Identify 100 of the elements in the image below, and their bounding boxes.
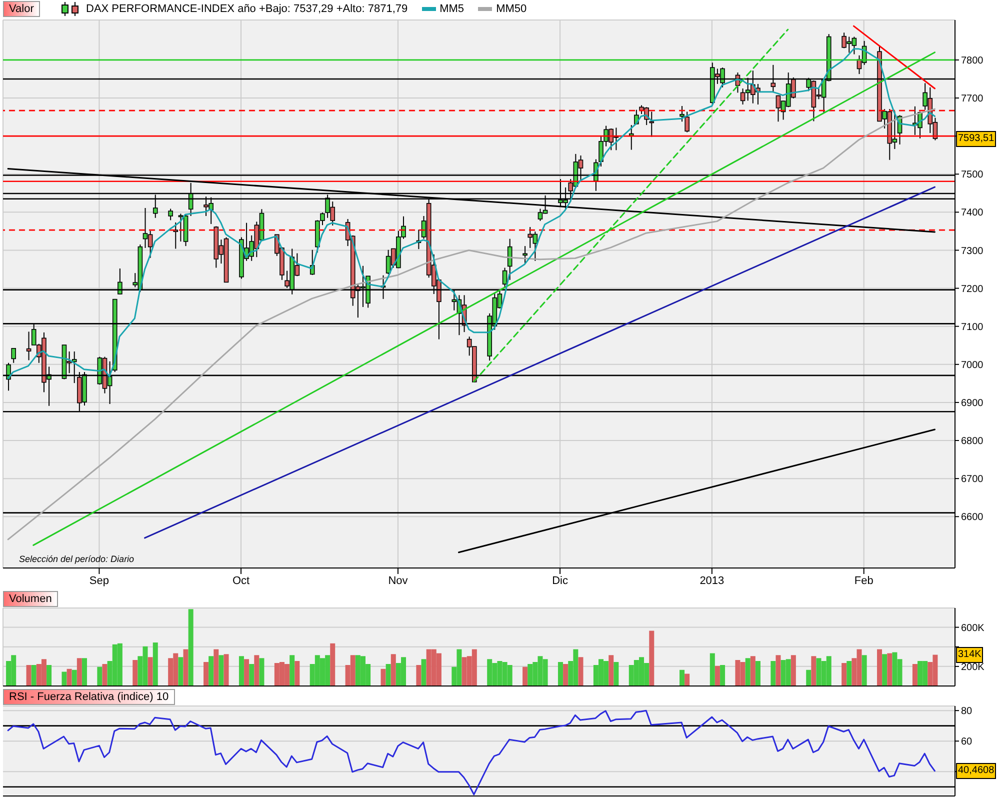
chart-title: Volumen [9, 593, 52, 605]
bar [26, 664, 32, 686]
candlestick [684, 111, 690, 133]
bar [578, 657, 584, 686]
bar [887, 653, 892, 686]
bar [608, 655, 614, 686]
candlestick [507, 238, 512, 280]
legend-label: MM50 [496, 3, 527, 15]
y-tick-label: 7100 [961, 322, 984, 333]
bar [208, 656, 214, 686]
y-tick-label: 7000 [961, 360, 984, 371]
bar [238, 656, 244, 686]
bar [102, 664, 108, 686]
bar [563, 664, 568, 686]
y-tick-label: 7300 [961, 246, 984, 257]
legend-label: DAX PERFORMANCE-INDEX año +Bajo: 7537,29 +Alto: 7871,79 [86, 3, 408, 15]
annotation: 7593,51 [958, 132, 994, 144]
bar [224, 654, 229, 686]
y-tick-label: 80 [961, 706, 973, 718]
bar [386, 664, 391, 686]
y-tick-label: 7200 [961, 284, 984, 295]
bar [649, 630, 654, 686]
candlestick [680, 106, 684, 122]
bar [97, 666, 102, 686]
bar [380, 668, 386, 686]
candlestick [11, 348, 16, 364]
bar [259, 658, 264, 686]
x-tick-label: Feb [854, 574, 874, 587]
candlestick [26, 331, 32, 361]
bar [750, 656, 756, 686]
line-series [7, 710, 936, 796]
y-tick-label: 7400 [961, 208, 984, 219]
y-tick-label: 6700 [961, 474, 984, 486]
bar [178, 657, 184, 686]
y-tick-label: 600K [961, 622, 985, 634]
legend-label: MM5 [440, 3, 464, 15]
bar [558, 662, 563, 686]
y-tick-label: 7700 [961, 94, 984, 105]
y-tick-label: 6800 [961, 436, 984, 448]
bar [214, 649, 219, 686]
bar [82, 658, 87, 686]
bar [390, 654, 396, 686]
bar [218, 655, 224, 686]
bar [755, 661, 760, 686]
bar [254, 655, 260, 686]
bar [684, 674, 690, 686]
bar [846, 661, 852, 686]
bar [183, 649, 188, 686]
bar [244, 659, 250, 686]
y-tick-label: 7500 [961, 170, 984, 181]
candlestick [502, 267, 508, 288]
candlestick [649, 111, 654, 138]
bar [790, 655, 796, 686]
chart-title: Valor [9, 3, 34, 15]
bar [421, 659, 426, 686]
candlestick [168, 208, 173, 221]
x-tick-label: Nov [388, 574, 408, 587]
bar [290, 655, 295, 686]
bar [614, 662, 619, 686]
bar [188, 609, 194, 686]
candlestick [522, 246, 528, 265]
bar [31, 664, 36, 686]
bar [132, 660, 138, 686]
bar [680, 670, 685, 686]
chart-title: RSI - Fuerza Relativa (indice) 10 [9, 691, 169, 703]
bar [842, 662, 847, 686]
bar [811, 656, 816, 686]
annotation: 40,4608 [958, 764, 994, 776]
bar [148, 657, 153, 686]
bar [912, 664, 918, 686]
bar [249, 664, 254, 686]
bar [62, 672, 67, 686]
bar [720, 664, 726, 686]
bar [770, 661, 776, 686]
bar [882, 654, 888, 686]
candlestick [173, 222, 178, 250]
y-tick-label: 6600 [961, 512, 984, 524]
bar [294, 661, 300, 686]
x-tick-label: Sep [89, 574, 109, 587]
bar [745, 658, 750, 686]
bar [46, 664, 52, 686]
bar [416, 664, 422, 686]
annotation: Selección del período: Diario [19, 554, 134, 564]
bar [710, 653, 715, 686]
bar [877, 649, 882, 686]
y-tick-label: 200K [961, 662, 985, 673]
bar [152, 642, 158, 686]
bar [776, 655, 781, 686]
bar [522, 666, 528, 686]
y-tick-label: 6900 [961, 398, 984, 410]
y-tick-label: 60 [961, 736, 973, 748]
bar [204, 662, 209, 686]
x-tick-label: Oct [232, 574, 250, 587]
bar [72, 670, 77, 686]
bar [806, 670, 812, 686]
y-tick-label: 7800 [961, 56, 984, 67]
bar [76, 658, 82, 686]
bar [330, 643, 336, 686]
bar [862, 655, 867, 686]
x-tick-label: 2013 [700, 574, 724, 587]
